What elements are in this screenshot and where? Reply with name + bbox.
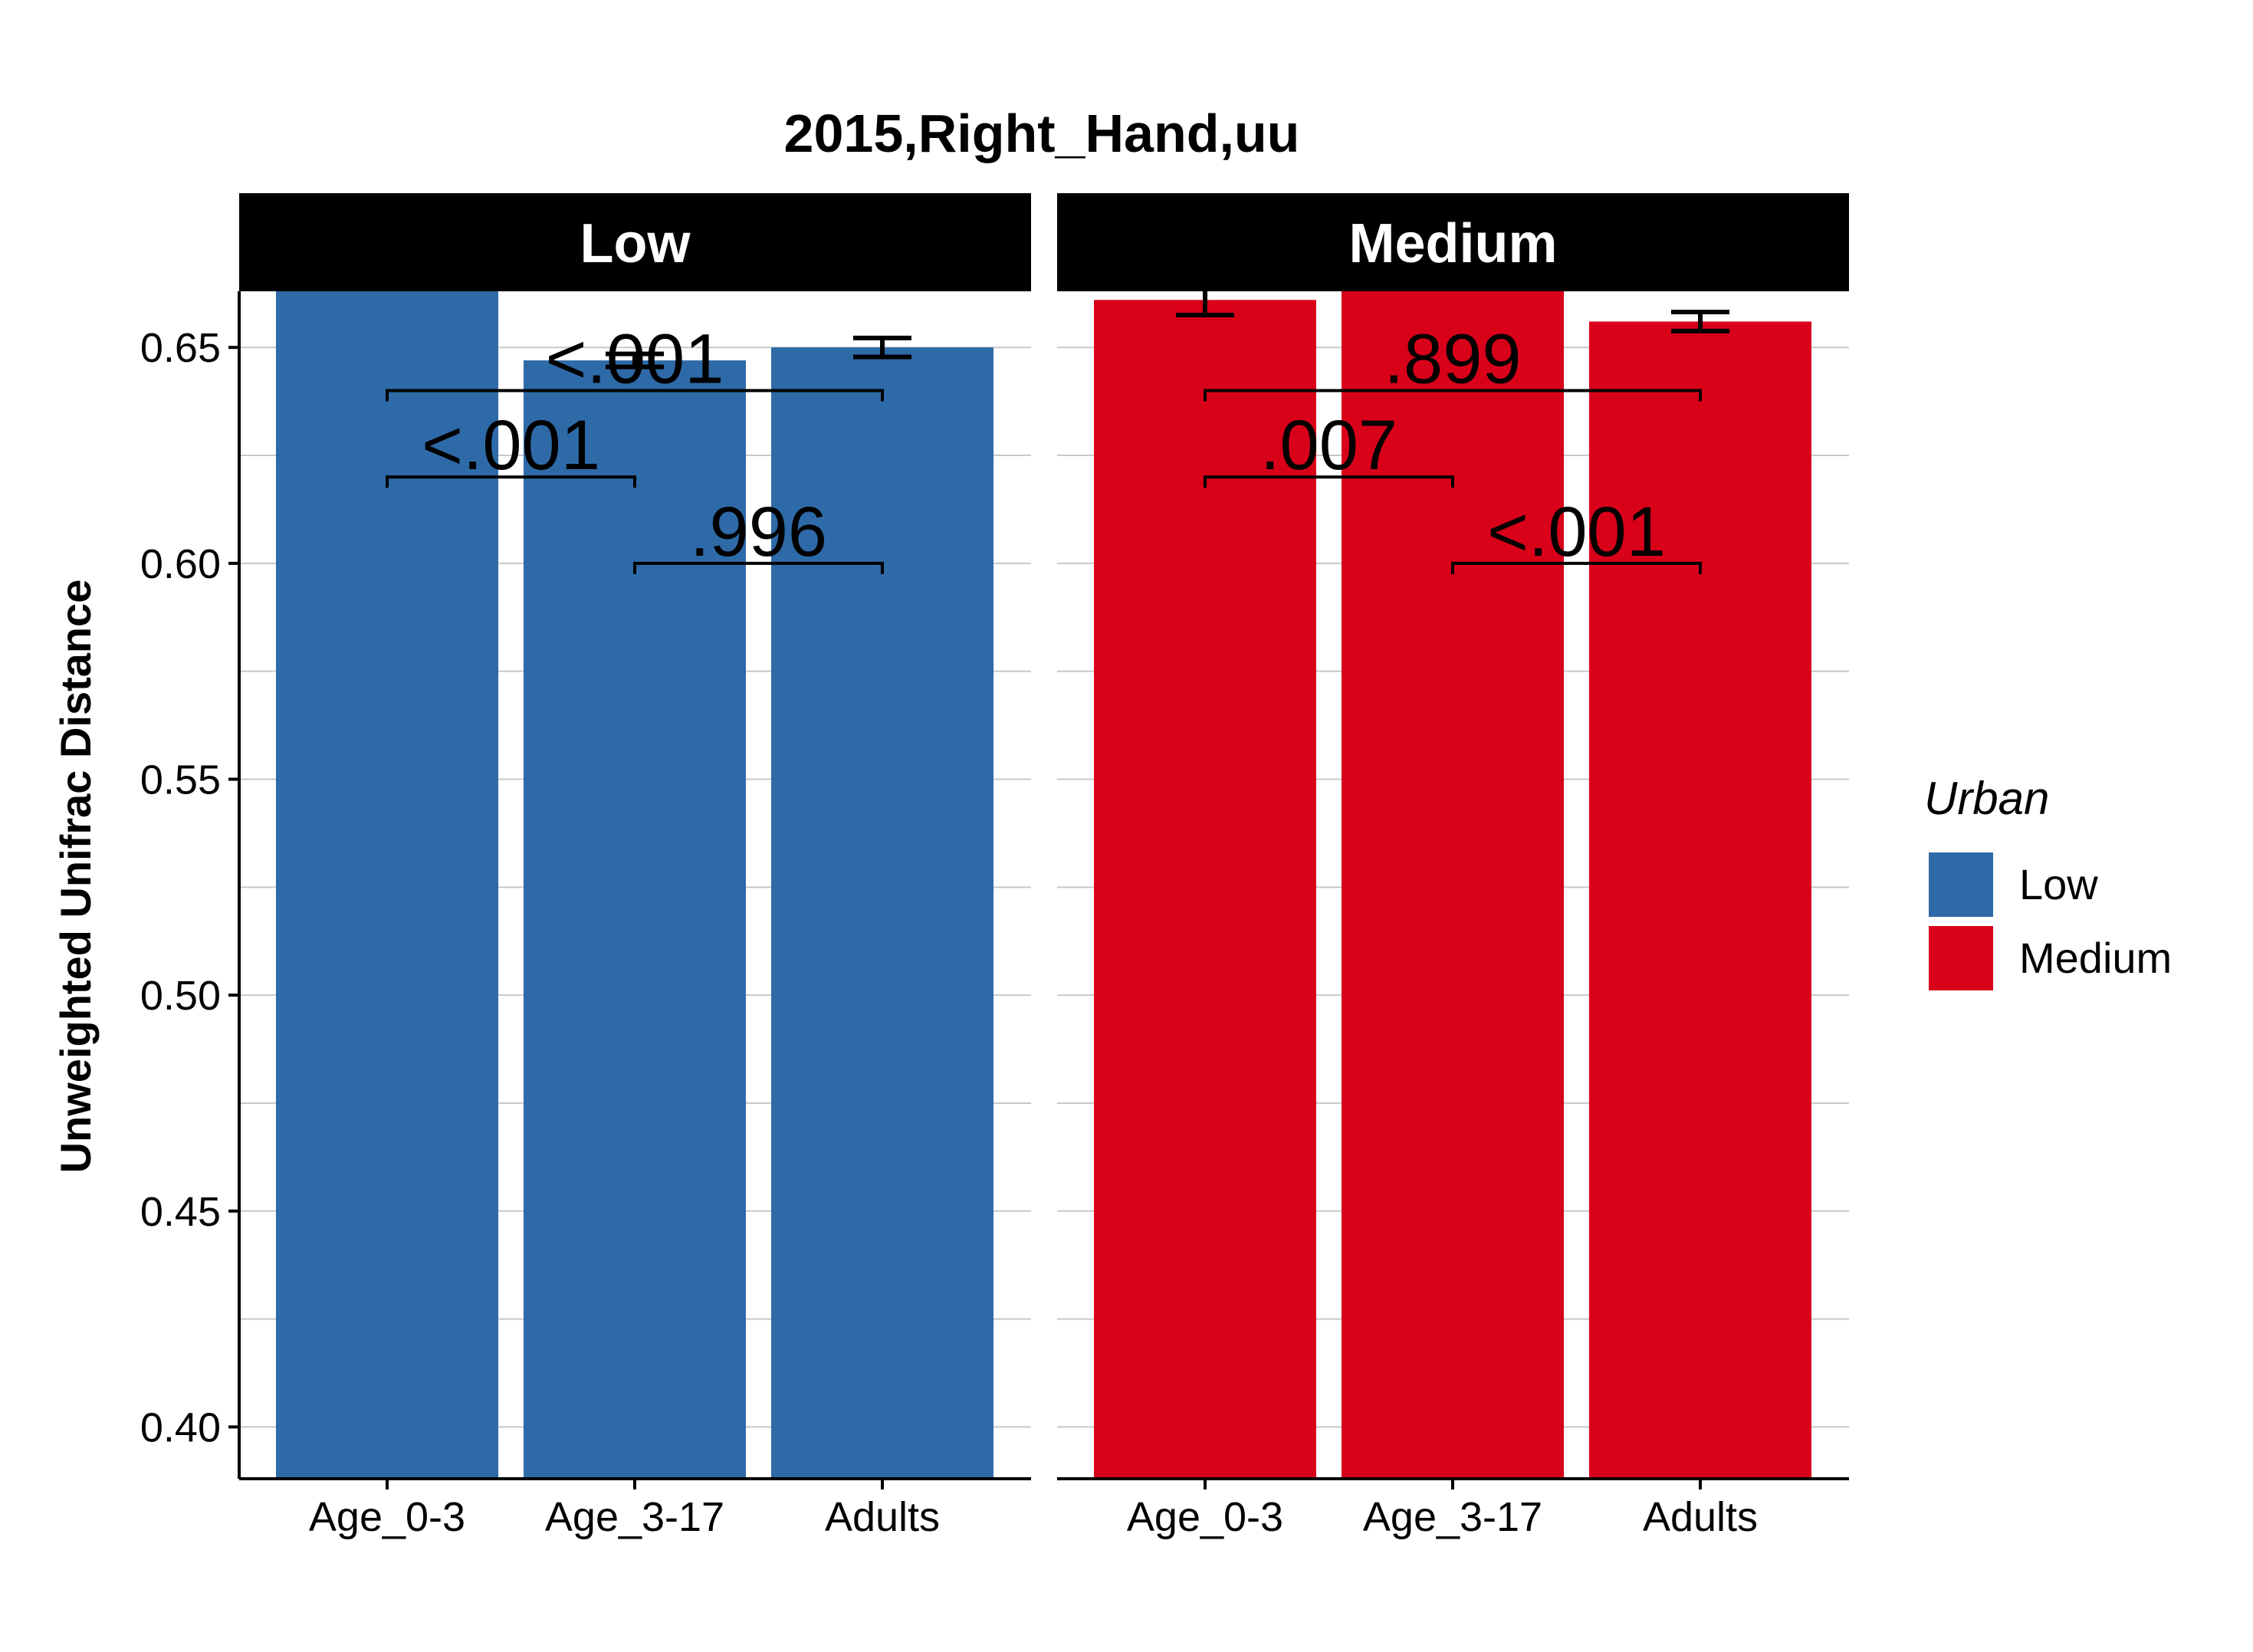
y-tick-label: 0.65	[140, 325, 221, 371]
p-value-label: .996	[690, 493, 827, 571]
bar	[1342, 291, 1564, 1479]
bracket-line	[386, 389, 884, 402]
bracket-line	[1451, 561, 1702, 574]
y-tick-label: 0.55	[140, 757, 221, 803]
y-tick-label: 0.50	[140, 973, 221, 1019]
y-tick-label: 0.40	[140, 1404, 221, 1450]
x-tick-label: Adults	[825, 1494, 940, 1540]
y-axis-label: Unweighted Unifrac Distance	[51, 580, 100, 1174]
p-value-label: .007	[1260, 406, 1397, 484]
bar	[524, 360, 746, 1479]
bar	[1589, 321, 1811, 1479]
legend-item-low: Low	[1929, 852, 2098, 917]
bars	[276, 291, 993, 1479]
bar	[771, 347, 993, 1479]
significance-bracket: <.001	[386, 406, 636, 488]
p-value-label: <.001	[546, 320, 724, 399]
p-value-label: <.001	[422, 406, 600, 484]
error-bar	[606, 351, 664, 369]
facet-strip-label: Medium	[1348, 213, 1557, 274]
bar	[1094, 300, 1316, 1479]
significance-bracket: .899	[1204, 320, 1702, 402]
legend: Urban Low Medium	[1924, 773, 2172, 990]
legend-swatch	[1929, 852, 1993, 917]
significance-bracket: <.001	[386, 320, 884, 402]
bracket-line	[633, 561, 884, 574]
legend-label: Low	[2019, 860, 2098, 908]
legend-label: Medium	[2019, 934, 2172, 982]
y-tick-label: 0.60	[140, 541, 221, 587]
error-bar	[853, 335, 911, 360]
legend-item-medium: Medium	[1929, 926, 2172, 990]
x-tick-label: Age_3-17	[545, 1494, 724, 1540]
facet-panel-medium: .899.007 <.001 Age_0-3 Age_3-17 Adults Medium	[1057, 193, 1849, 1540]
facet-strip-label: Low	[580, 213, 691, 274]
x-tick-label: Adults	[1643, 1494, 1758, 1540]
bar	[276, 291, 498, 1479]
legend-swatch	[1929, 926, 1993, 990]
y-tick-label: 0.45	[140, 1189, 221, 1235]
significance-bracket: .007	[1204, 406, 1454, 488]
bracket-line	[1204, 475, 1454, 488]
chart-title: 2015,Right_Hand,uu	[784, 103, 1300, 163]
bracket-line	[1204, 389, 1702, 402]
x-tick-label: Age_3-17	[1363, 1494, 1542, 1540]
p-value-label: <.001	[1487, 493, 1666, 571]
x-tick-label: Age_0-3	[309, 1494, 465, 1540]
facet-strip	[239, 193, 1031, 291]
facet-panel-low: <.001<.001 .996 Age_0-3 Age_3-17 Adults Low	[239, 193, 1031, 1540]
error-bar	[1671, 310, 1729, 333]
legend-title: Urban	[1924, 773, 2049, 824]
bars	[1094, 291, 1811, 1479]
significance-bracket: .996	[633, 493, 884, 574]
bracket-line	[386, 475, 636, 488]
p-value-label: .899	[1384, 320, 1521, 399]
facet-strip	[1057, 193, 1849, 291]
x-tick-label: Age_0-3	[1127, 1494, 1283, 1540]
significance-bracket: <.001	[1451, 493, 1702, 574]
